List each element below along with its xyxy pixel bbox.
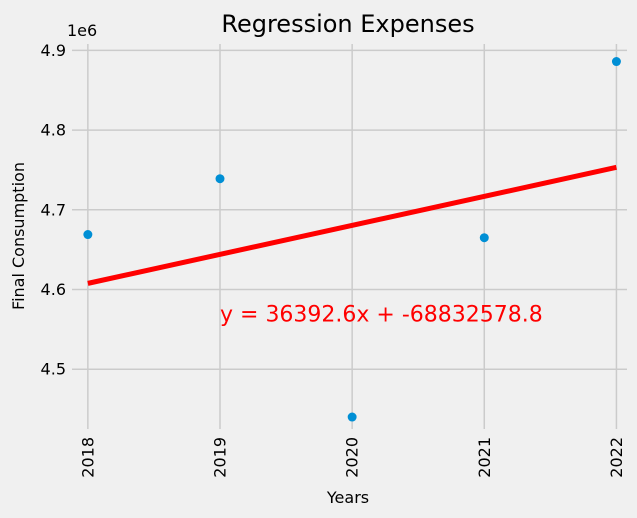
x-tick-label: 2019 <box>211 437 230 478</box>
y-axis-label: Final Consumption <box>9 162 28 310</box>
x-tick-labels: 2018 2019 2020 2021 2022 <box>78 437 626 478</box>
x-tick-label: 2020 <box>343 437 362 478</box>
y-offset-label: 1e6 <box>67 21 97 40</box>
chart-title: Regression Expenses <box>221 10 474 38</box>
y-tick-label: 4.5 <box>41 360 66 379</box>
data-point <box>347 412 357 422</box>
x-tick-label: 2021 <box>475 437 494 478</box>
y-tick-label: 4.8 <box>41 121 66 140</box>
regression-equation: y = 36392.6x + -68832578.8 <box>220 302 543 327</box>
regression-line-group <box>87 164 617 286</box>
x-axis-label: Years <box>326 488 369 507</box>
y-tick-labels: 4.5 4.6 4.7 4.8 4.9 <box>41 41 66 379</box>
y-tick-label: 4.7 <box>41 200 66 219</box>
x-tick-label: 2022 <box>607 437 626 478</box>
data-point <box>611 57 621 67</box>
data-point <box>83 230 93 240</box>
data-point <box>479 233 489 243</box>
y-tick-label: 4.9 <box>41 41 66 60</box>
scatter-points <box>83 57 621 422</box>
x-tick-label: 2018 <box>78 437 97 478</box>
data-point <box>215 174 225 184</box>
grid-lines <box>72 44 627 429</box>
y-tick-label: 4.6 <box>41 280 66 299</box>
regression-line <box>87 164 617 286</box>
